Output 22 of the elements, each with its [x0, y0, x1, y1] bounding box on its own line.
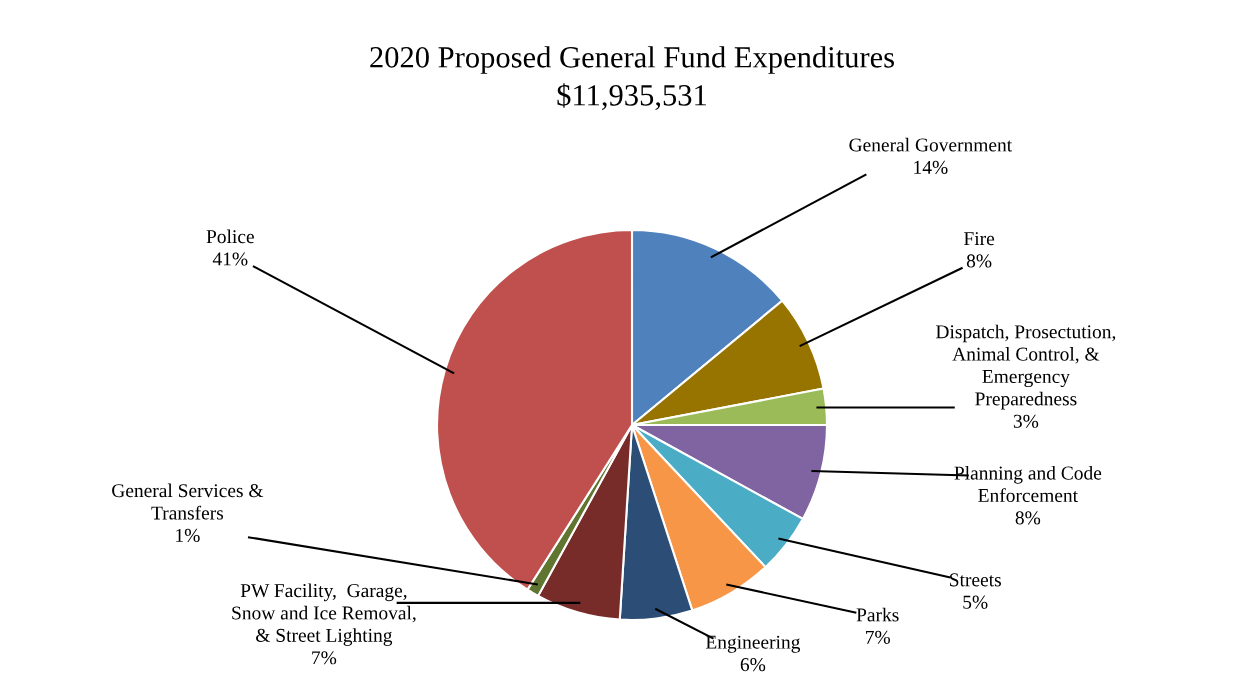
slice-label: Parks	[856, 607, 899, 622]
slice-label: Engineering	[705, 635, 801, 653]
slice-label: PW Facility, Garage, Snow and Ice Removal, & Street Lighting	[232, 583, 416, 646]
slice-label: Dispatch, Prosectution, Animal Control, & Emergency Preparedness	[936, 324, 1116, 410]
data-label: 1%	[176, 528, 200, 542]
data-label: 3%	[1013, 414, 1039, 428]
data-label: 14%	[914, 160, 948, 174]
slice-label: Streets	[950, 573, 1001, 587]
slice-label: Police	[206, 229, 254, 244]
slice-label: General Services & Transfers	[112, 483, 264, 520]
slice-label: Planning and Code Enforcement	[954, 465, 1102, 503]
chart-subtitle: $11,935,531	[557, 83, 706, 111]
data-label: 7%	[866, 630, 890, 644]
data-label: 41%	[212, 252, 248, 266]
data-label: 8%	[966, 254, 992, 268]
slice-label: General Government	[849, 137, 1013, 152]
data-label: 8%	[1015, 511, 1041, 525]
data-label: 7%	[312, 651, 337, 665]
chart-title: 2020 Proposed General Fund Expenditures	[370, 46, 894, 74]
data-label: 6%	[740, 658, 766, 672]
slice-label: Fire	[964, 232, 995, 246]
data-label: 5%	[963, 595, 988, 609]
